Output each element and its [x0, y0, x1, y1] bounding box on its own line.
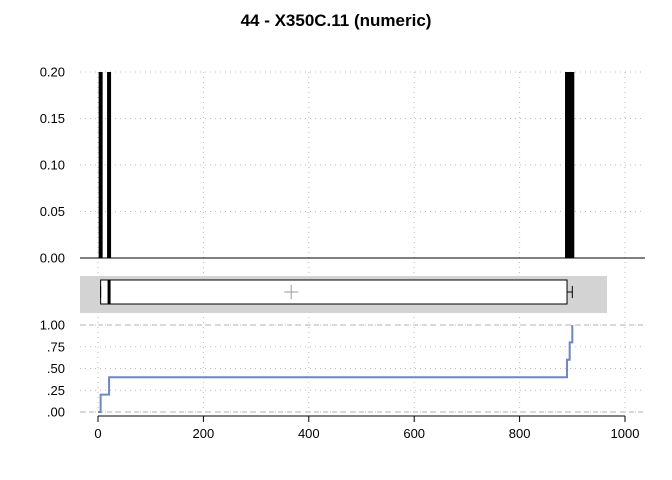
- ecdf-plot: [80, 324, 645, 413]
- bar-y-tick-label: 0.00: [40, 251, 65, 266]
- grid-lines: [80, 71, 645, 413]
- axes: [80, 257, 645, 422]
- ecdf-y-tick-label: .50: [47, 361, 65, 376]
- bar-y-tick-label: 0.15: [40, 111, 65, 126]
- ecdf-y-tick-label: .00: [47, 405, 65, 420]
- x-tick-label: 0: [94, 426, 101, 441]
- x-tick-label: 600: [403, 426, 425, 441]
- boxplot-box: [100, 279, 568, 305]
- x-tick-label: 400: [298, 426, 320, 441]
- frequency-bars: [98, 72, 575, 258]
- tick-labels: 0.00 0.05 0.10 0.15 0.20 .00 .25 .50 .75 1.00 0 200…: [40, 65, 640, 442]
- ecdf-step-line: [98, 325, 574, 413]
- x-tick-label: 800: [509, 426, 531, 441]
- x-tick-label: 1000: [611, 426, 640, 441]
- ecdf-y-tick-label: 1.00: [40, 318, 65, 333]
- ecdf-y-tick-label: .75: [47, 339, 65, 354]
- chart-title: 44 - X350C.11 (numeric): [241, 11, 432, 30]
- boxplot: [80, 276, 607, 313]
- bar-y-tick-label: 0.20: [40, 65, 65, 80]
- bar-y-tick-label: 0.05: [40, 204, 65, 219]
- x-tick-label: 200: [193, 426, 215, 441]
- ecdf-y-tick-label: .25: [47, 383, 65, 398]
- bar-y-tick-label: 0.10: [40, 158, 65, 173]
